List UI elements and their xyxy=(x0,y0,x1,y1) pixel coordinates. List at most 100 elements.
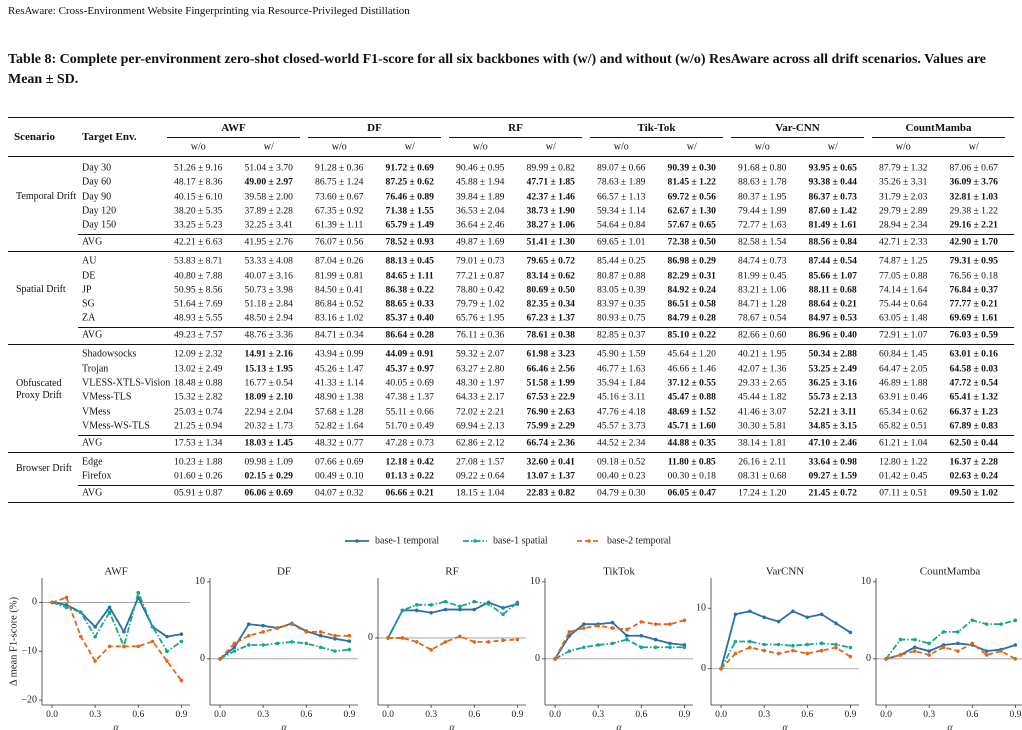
series-point xyxy=(179,678,184,683)
env-label: Edge xyxy=(82,456,103,468)
table-cell: 69.72 ± 0.56 xyxy=(667,191,716,203)
series-point xyxy=(653,622,658,626)
table-cell: 72.02 ± 2.21 xyxy=(456,406,505,418)
table-cell: 48.93 ± 5.55 xyxy=(174,312,223,324)
table-cell: 21.45 ± 0.72 xyxy=(808,487,857,499)
table-cell: 36.64 ± 2.46 xyxy=(456,219,505,231)
series-point xyxy=(927,649,931,653)
table-cell: 74.87 ± 1.25 xyxy=(879,255,928,267)
table-cell: 30.30 ± 5.81 xyxy=(738,420,787,432)
y-axis-label: Δ mean F1-score (%) xyxy=(8,596,19,686)
series-point xyxy=(567,649,572,653)
table-cell: 90.39 ± 0.30 xyxy=(667,162,716,174)
table-cell: 79.31 ± 0.95 xyxy=(949,255,998,267)
series-point xyxy=(246,633,251,638)
x-tick-label: 0.9 xyxy=(175,710,187,720)
table-cell: 77.05 ± 0.88 xyxy=(879,270,928,281)
table-cell: 86.37 ± 0.73 xyxy=(808,191,857,203)
table-cell: 47.71 ± 1.85 xyxy=(526,176,575,188)
backbone-header: DF xyxy=(367,122,382,134)
table-cell: 60.84 ± 1.45 xyxy=(879,348,928,360)
series-point xyxy=(122,629,126,634)
x-tick-label: 0.9 xyxy=(511,710,523,720)
table-cell: 45.90 ± 1.59 xyxy=(597,348,646,360)
series-point xyxy=(791,648,795,653)
table-cell: 53.83 ± 8.71 xyxy=(174,255,223,267)
table-cell: 41.33 ± 1.14 xyxy=(315,377,364,389)
series-point xyxy=(486,602,491,606)
series-line xyxy=(388,635,518,651)
series-point xyxy=(232,641,237,646)
table-cell: 02.15 ± 0.29 xyxy=(244,470,293,482)
backbone-header: Tik-Tok xyxy=(637,122,676,134)
table-cell: 12.80 ± 1.22 xyxy=(879,456,928,468)
table-rule xyxy=(872,137,1005,138)
series-point xyxy=(762,648,766,653)
table-cell: 51.18 ± 2.84 xyxy=(244,298,293,310)
series-point xyxy=(581,645,586,650)
series-point xyxy=(610,620,615,625)
series-point xyxy=(64,605,69,610)
table-cell: 78.63 ± 1.89 xyxy=(597,176,646,188)
table-cell: 64.58 ± 0.03 xyxy=(949,363,998,375)
series-point xyxy=(970,641,975,646)
table-cell: 76.46 ± 0.89 xyxy=(385,191,434,203)
series-point xyxy=(762,615,766,620)
table-cell: 07.66 ± 0.69 xyxy=(315,456,364,468)
series-line xyxy=(51,595,182,638)
table-cell: 45.26 ± 1.47 xyxy=(315,363,364,375)
table-cell: 87.06 ± 0.67 xyxy=(949,162,998,174)
table-rule xyxy=(78,234,1014,235)
series-point xyxy=(999,649,1003,653)
env-label: JP xyxy=(82,284,92,296)
series-point xyxy=(1013,618,1018,623)
table-cell: 36.09 ± 3.76 xyxy=(949,176,998,188)
table-cell: 45.16 ± 3.11 xyxy=(597,391,646,403)
series-point xyxy=(458,634,462,639)
table-cell: 86.38 ± 0.22 xyxy=(385,284,434,296)
series-point xyxy=(805,642,810,647)
table-cell: 46.89 ± 1.88 xyxy=(879,377,928,389)
table-cell: 45.64 ± 1.20 xyxy=(667,348,716,360)
series-point xyxy=(668,622,672,626)
table-cell: 51.64 ± 7.69 xyxy=(174,298,223,310)
y-tick-label: 0 xyxy=(866,653,871,664)
table-cell: 42.90 ± 1.70 xyxy=(949,236,998,248)
series-point xyxy=(625,637,629,642)
table-cell: 82.66 ± 0.60 xyxy=(738,329,787,341)
table-cell: 71.38 ± 1.55 xyxy=(385,205,434,217)
table-cell: 50.95 ± 8.56 xyxy=(174,284,223,296)
table-cell: 51.26 ± 9.16 xyxy=(174,162,223,174)
y-tick-label: 0 xyxy=(32,597,37,608)
table-rule xyxy=(78,434,1014,436)
table-cell: 66.74 ± 2.36 xyxy=(526,437,575,449)
table-cell: 63.01 ± 0.16 xyxy=(949,348,998,360)
table-rule xyxy=(8,502,1014,504)
table-cell: 12.09 ± 2.32 xyxy=(174,348,223,360)
table-cell: 18.09 ± 2.10 xyxy=(244,391,293,403)
table-cell: 69.69 ± 1.61 xyxy=(949,312,998,324)
env-label: VMess-WS-TLS xyxy=(82,420,150,432)
x-tick-label: 0.3 xyxy=(758,710,770,720)
series-point xyxy=(747,645,752,650)
series-point xyxy=(668,641,672,646)
x-tick-label: 0.6 xyxy=(132,710,144,720)
series-line xyxy=(387,600,518,639)
backbone-header: Var-CNN xyxy=(775,122,820,134)
table-cell: 86.84 ± 0.52 xyxy=(315,298,364,310)
table-cell: 88.13 ± 0.45 xyxy=(385,255,434,267)
table-cell: 84.79 ± 0.28 xyxy=(667,312,716,324)
series-point xyxy=(232,649,237,653)
table-cell: 49.87 ± 1.69 xyxy=(456,236,505,248)
series-line xyxy=(387,601,518,639)
table-cell: 54.64 ± 0.84 xyxy=(597,219,646,231)
table-cell: 55.11 ± 0.66 xyxy=(385,406,434,418)
series-point xyxy=(93,659,97,663)
env-label: SG xyxy=(82,298,95,310)
table-cell: 74.14 ± 1.64 xyxy=(879,284,928,296)
table-cell: 49.23 ± 7.57 xyxy=(174,329,223,341)
series-point xyxy=(347,639,352,643)
table-cell: 88.11 ± 0.68 xyxy=(808,284,857,296)
table-cell: 76.84 ± 0.37 xyxy=(949,284,998,296)
